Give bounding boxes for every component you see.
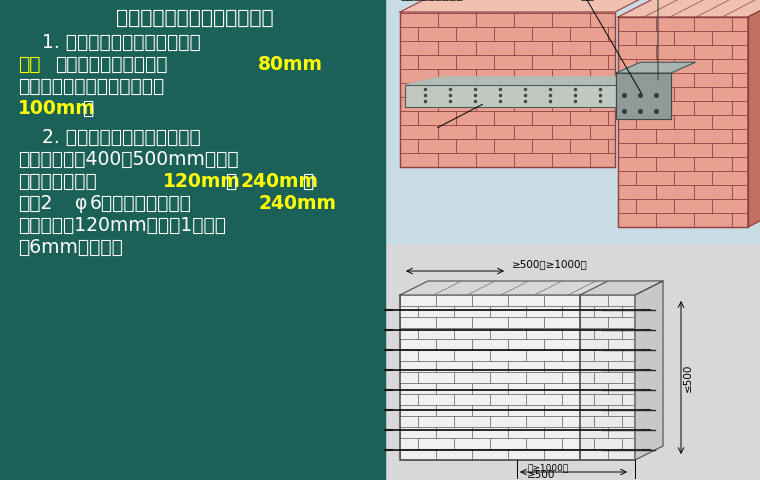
Polygon shape (616, 62, 695, 73)
Bar (383, 0, 760, 245)
Polygon shape (635, 281, 663, 460)
Text: 二、砌体结构的主要技术要求: 二、砌体结构的主要技术要求 (116, 9, 274, 28)
Text: 上的支承长度不应小于: 上的支承长度不应小于 (55, 55, 167, 74)
Text: 240mm: 240mm (258, 194, 336, 213)
Text: 应沿竖向每隔400～500mm设拉结: 应沿竖向每隔400～500mm设拉结 (18, 150, 239, 169)
Bar (618, 17, 748, 227)
Bar (400, 295, 635, 460)
Polygon shape (580, 281, 663, 295)
Text: 圈梁: 圈梁 (580, 0, 594, 2)
Text: 6拉结筋，厚度大于: 6拉结筋，厚度大于 (90, 194, 192, 213)
Text: 圈梁: 圈梁 (18, 55, 40, 74)
Text: 的墙平均每120mm墙厚设1根直径: 的墙平均每120mm墙厚设1根直径 (18, 216, 226, 235)
Text: 为6mm的钢筋。: 为6mm的钢筋。 (18, 238, 123, 257)
Text: 240mm: 240mm (240, 172, 318, 191)
Bar (400, 12, 615, 167)
Polygon shape (405, 85, 623, 107)
Text: ≥500（≥1000）: ≥500（≥1000） (512, 259, 587, 269)
Polygon shape (400, 0, 650, 12)
Text: 、: 、 (225, 172, 236, 191)
Text: ；与墙上的支座长度不应小于: ；与墙上的支座长度不应小于 (18, 77, 164, 96)
Bar (0, 0, 383, 480)
Text: （≥1000）: （≥1000） (527, 463, 568, 472)
Polygon shape (748, 0, 760, 227)
Text: 2. 墙体转角处和纵横墙交接处: 2. 墙体转角处和纵横墙交接处 (18, 128, 201, 147)
Bar (380, 0, 385, 480)
Bar (616, 73, 671, 119)
Text: 80mm: 80mm (258, 55, 323, 74)
Bar (618, 17, 748, 227)
Text: ≥500: ≥500 (527, 470, 556, 480)
Text: ≤500: ≤500 (683, 364, 693, 392)
Text: 100mm: 100mm (18, 99, 96, 118)
Text: 墙: 墙 (302, 172, 313, 191)
Bar (580, 295, 635, 460)
Bar (400, 295, 635, 460)
Text: φ: φ (75, 194, 87, 213)
Text: 筋，其数量为每: 筋，其数量为每 (18, 172, 97, 191)
Polygon shape (405, 77, 658, 85)
Bar (400, 12, 615, 167)
Bar (580, 295, 635, 460)
Text: 楼板与圈梁同时浇筑: 楼板与圈梁同时浇筑 (400, 0, 463, 2)
Bar (616, 73, 671, 119)
Polygon shape (618, 0, 760, 17)
Bar (383, 245, 760, 480)
Text: 120mm: 120mm (163, 172, 241, 191)
Polygon shape (400, 281, 663, 295)
Text: 。: 。 (82, 99, 93, 118)
Text: 1. 预制钢筋混凝土板在混凝土: 1. 预制钢筋混凝土板在混凝土 (18, 33, 201, 52)
Text: 厚设2: 厚设2 (18, 194, 52, 213)
